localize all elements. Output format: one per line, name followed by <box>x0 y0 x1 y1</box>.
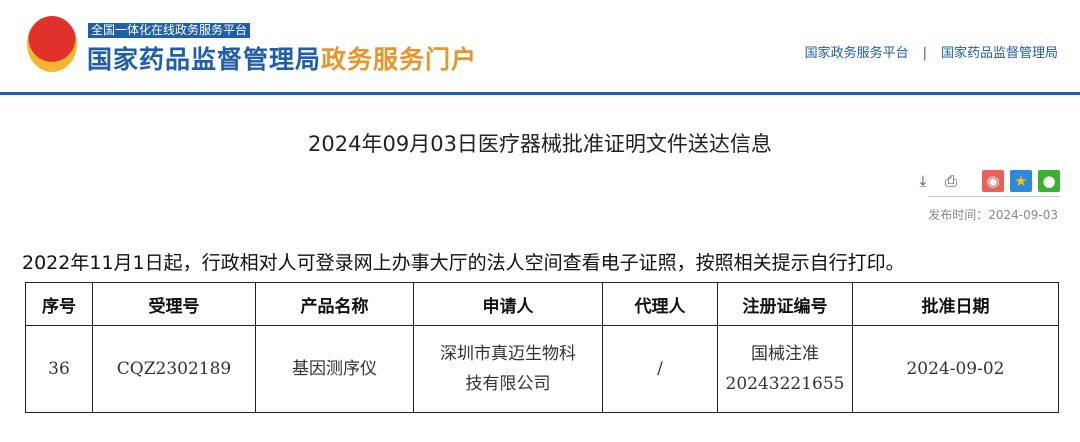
publish-date-value: 2024-09-03 <box>988 208 1058 222</box>
national-emblem-logo <box>27 16 77 72</box>
approval-table: 序号 受理号 产品名称 申请人 代理人 注册证编号 批准日期 36 CQZ230… <box>25 282 1059 413</box>
article-title: 2024年09月03日医疗器械批准证明文件送达信息 <box>308 132 772 156</box>
col-header: 申请人 <box>413 282 603 326</box>
cell-no: 36 <box>25 325 93 413</box>
article-tools: ⤓ ⎙ ◉ ★ ● <box>912 170 1060 192</box>
notice-text: 2022年11月1日起，行政相对人可登录网上办事大厅的法人空间查看电子证照，按照… <box>22 252 905 274</box>
wechat-icon[interactable]: ● <box>1038 170 1060 192</box>
cell-date: 2024-09-02 <box>852 325 1059 413</box>
applicant-line: 深圳市真迈生物科 <box>440 344 576 364</box>
link-nmpa[interactable]: 国家药品监督管理局 <box>940 46 1058 61</box>
col-header: 产品名称 <box>255 282 414 326</box>
divider <box>928 196 1060 197</box>
col-header: 注册证编号 <box>717 282 853 326</box>
cell-reg-no: 国械注准 20243221655 <box>717 325 853 413</box>
qzone-icon[interactable]: ★ <box>1010 170 1032 192</box>
col-header: 代理人 <box>602 282 718 326</box>
table-row: 36 CQZ2302189 基因测序仪 深圳市真迈生物科 技有限公司 / 国械注准… <box>25 325 1059 413</box>
link-national-platform[interactable]: 国家政务服务平台 <box>804 46 909 61</box>
cell-agent: / <box>602 325 718 413</box>
reg-line: 国械注准 <box>751 344 819 364</box>
applicant-line: 技有限公司 <box>465 374 551 394</box>
col-header: 序号 <box>25 282 93 326</box>
cell-accept-no: CQZ2302189 <box>92 325 256 413</box>
download-icon[interactable]: ⤓ <box>919 172 927 190</box>
publish-label: 发布时间： <box>928 208 989 222</box>
table-header-row: 序号 受理号 产品名称 申请人 代理人 注册证编号 批准日期 <box>25 282 1059 326</box>
site-title[interactable]: 国家药品监督管理局政务服务门户 <box>87 40 477 76</box>
platform-subtitle: 全国一体化在线政务服务平台 <box>88 23 251 38</box>
site-header: 全国一体化在线政务服务平台 国家药品监督管理局政务服务门户 国家政务服务平台 | 国… <box>0 0 1080 95</box>
cell-applicant: 深圳市真迈生物科 技有限公司 <box>413 325 603 413</box>
site-title-blue: 国家药品监督管理局 <box>87 45 322 74</box>
site-title-orange: 政务服务门户 <box>321 45 478 74</box>
col-header: 受理号 <box>92 282 256 326</box>
reg-line: 20243221655 <box>725 374 845 394</box>
cell-product: 基因测序仪 <box>255 325 414 413</box>
weibo-icon[interactable]: ◉ <box>982 170 1004 192</box>
print-icon[interactable]: ⎙ <box>944 172 957 190</box>
col-header: 批准日期 <box>852 282 1059 326</box>
link-separator: | <box>922 46 927 61</box>
publish-date: 发布时间：2024-09-03 <box>928 206 1058 223</box>
header-links: 国家政务服务平台 | 国家药品监督管理局 <box>805 42 1058 61</box>
